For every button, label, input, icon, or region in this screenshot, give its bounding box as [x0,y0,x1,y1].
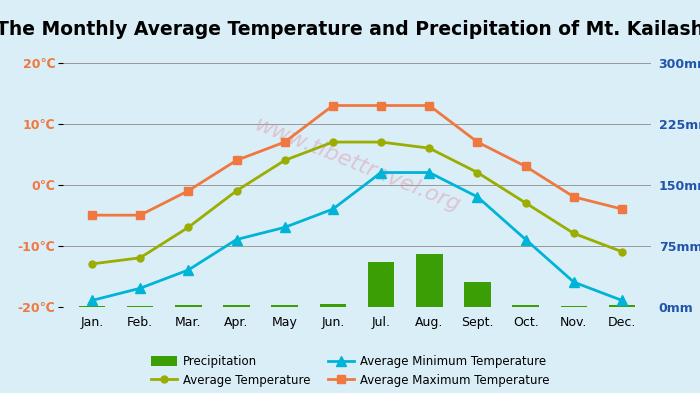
Bar [175,305,202,307]
Average Minimum Temperature [88,298,96,303]
Average Temperature [377,140,385,144]
Average Maximum Temperature [377,103,385,108]
Bar [368,262,394,307]
Average Maximum Temperature [281,140,289,144]
Bar [416,254,442,307]
Average Temperature [329,140,337,144]
Average Maximum Temperature [184,188,192,193]
Line: Average Minimum Temperature: Average Minimum Temperature [87,168,627,305]
Average Minimum Temperature [377,170,385,175]
Average Temperature [618,249,626,254]
Average Minimum Temperature [329,207,337,211]
Average Minimum Temperature [522,237,530,242]
Bar [561,306,587,307]
Legend: Precipitation, Average Temperature, Average Minimum Temperature, Average Maximum: Precipitation, Average Temperature, Aver… [150,355,550,387]
Line: Average Maximum Temperature: Average Maximum Temperature [88,101,626,219]
Average Maximum Temperature [136,213,144,217]
Bar [609,305,636,307]
Average Temperature [473,170,482,175]
Average Temperature [88,262,96,266]
Text: www.tibettravel.org: www.tibettravel.org [251,115,463,216]
Average Minimum Temperature [184,268,192,272]
Bar [464,282,491,307]
Average Temperature [570,231,578,236]
Average Temperature [522,200,530,205]
Average Minimum Temperature [232,237,241,242]
Average Minimum Temperature [425,170,433,175]
Average Minimum Temperature [473,195,482,199]
Average Maximum Temperature [425,103,433,108]
Bar [223,305,250,307]
Bar [320,304,346,307]
Bar [78,306,105,307]
Bar [512,305,539,307]
Line: Average Temperature: Average Temperature [88,139,626,267]
Average Minimum Temperature [136,286,144,290]
Average Maximum Temperature [570,195,578,199]
Bar [272,305,298,307]
Average Minimum Temperature [281,225,289,230]
Average Maximum Temperature [618,207,626,211]
Average Maximum Temperature [522,164,530,169]
Average Maximum Temperature [232,158,241,163]
Average Minimum Temperature [570,280,578,285]
Average Temperature [136,255,144,260]
Average Maximum Temperature [473,140,482,144]
Average Temperature [425,146,433,151]
Average Temperature [232,188,241,193]
Text: The Monthly Average Temperature and Precipitation of Mt. Kailash: The Monthly Average Temperature and Prec… [0,20,700,39]
Average Minimum Temperature [618,298,626,303]
Average Temperature [184,225,192,230]
Bar [127,306,153,307]
Average Temperature [281,158,289,163]
Average Maximum Temperature [88,213,96,217]
Average Maximum Temperature [329,103,337,108]
